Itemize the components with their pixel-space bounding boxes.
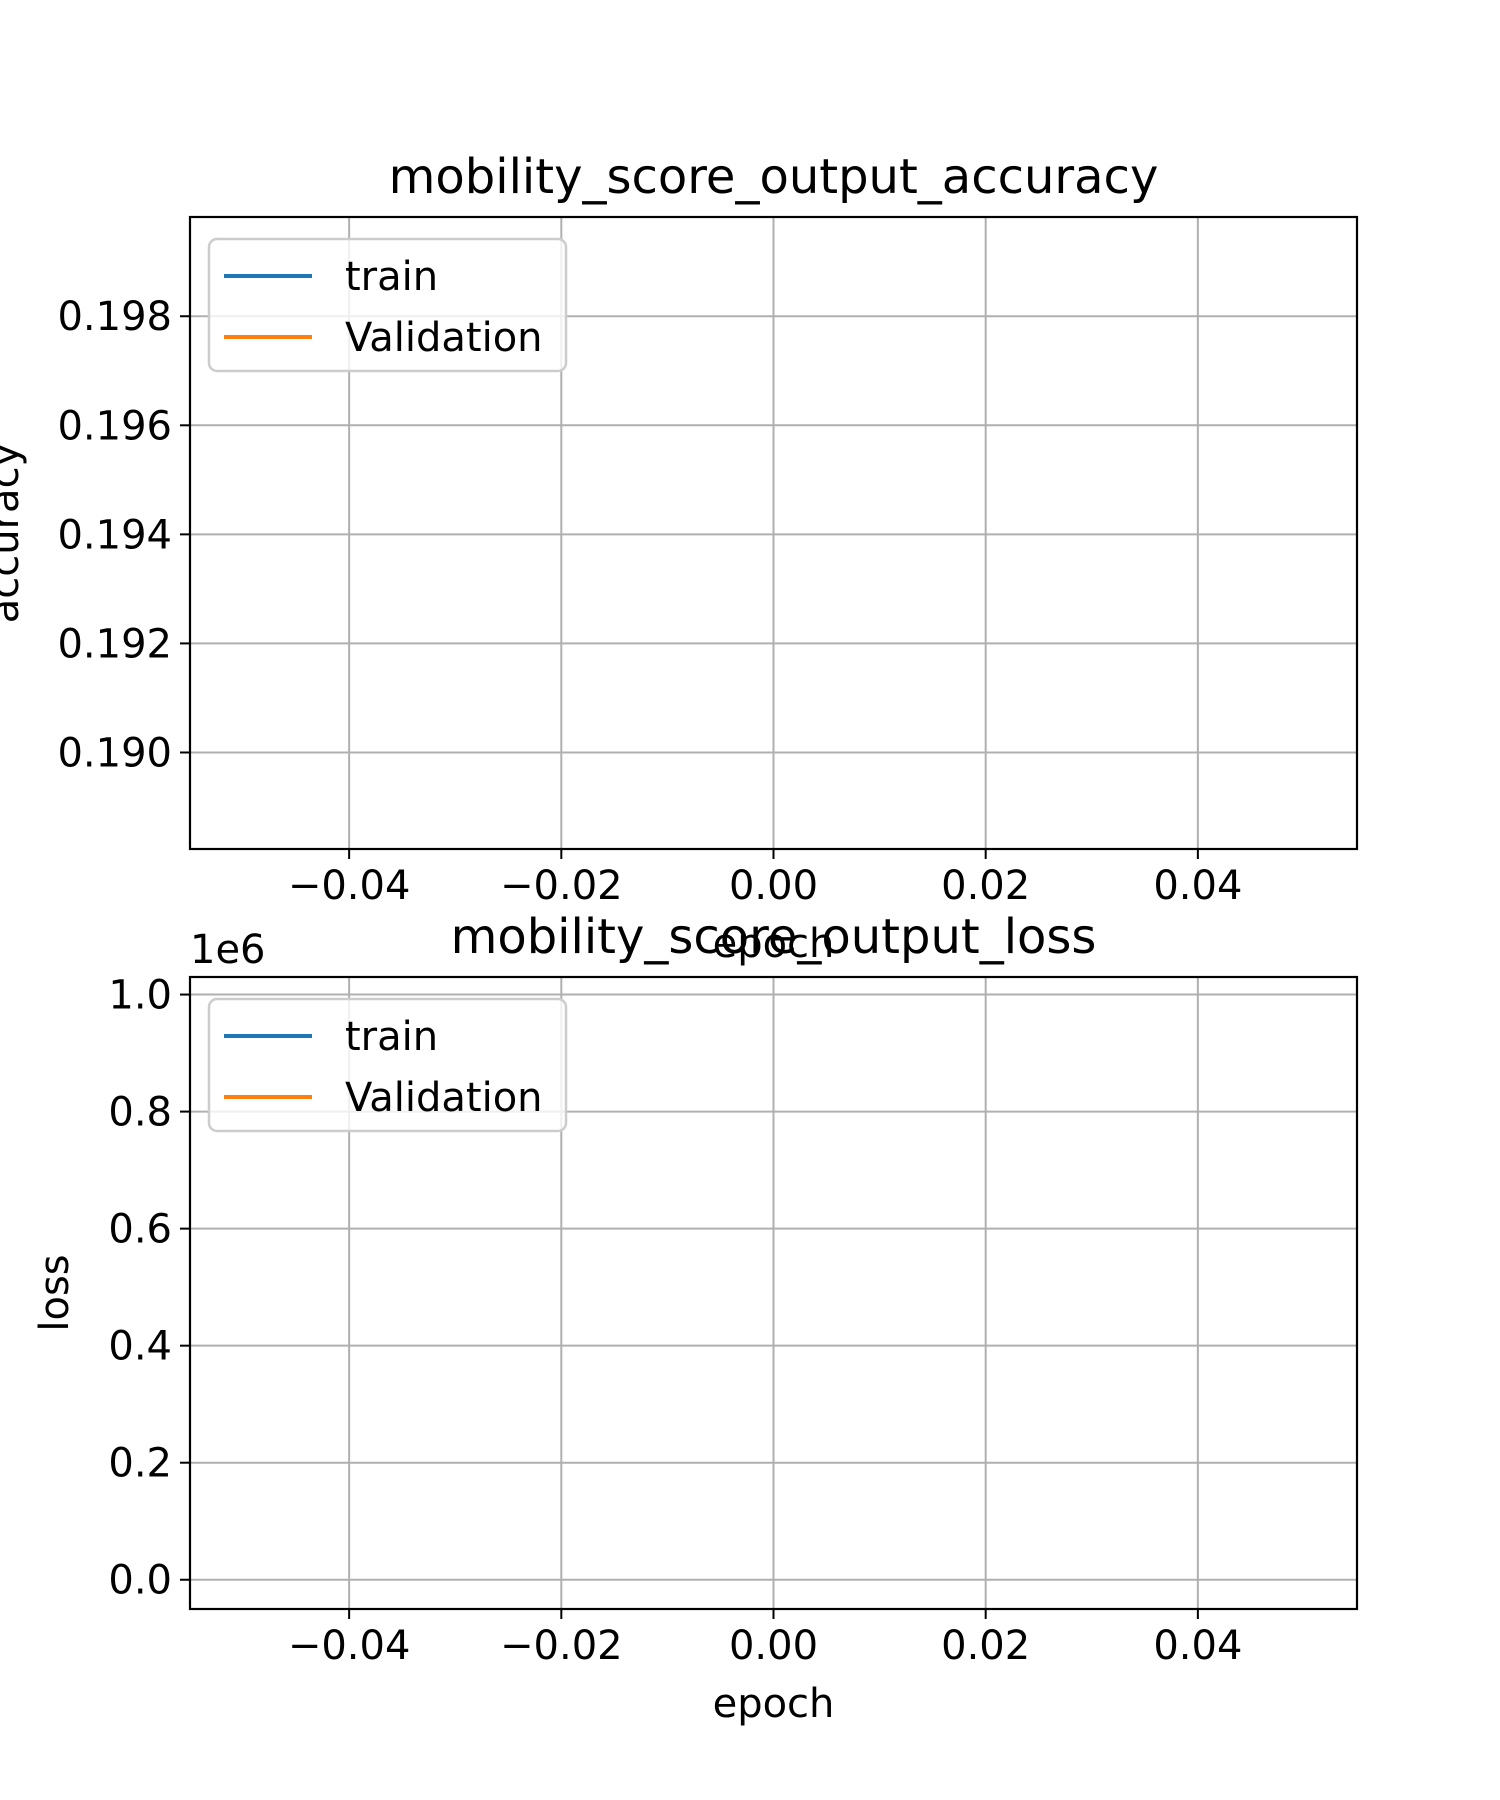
legend-label-train: train <box>345 1014 438 1060</box>
y-tick-label: 0.194 <box>57 512 172 558</box>
y-tick-label: 0.8 <box>108 1090 172 1136</box>
legend-label-train: train <box>345 254 438 300</box>
x-axis-label: epoch <box>713 1681 835 1727</box>
y-tick-label: 0.2 <box>108 1441 172 1487</box>
y-tick-label: 0.0 <box>108 1558 172 1604</box>
x-tick-label: 0.02 <box>941 863 1030 909</box>
x-axis-label: epoch <box>713 921 835 967</box>
x-tick-label: −0.02 <box>500 1623 623 1669</box>
legend: train Validation <box>207 997 568 1133</box>
y-tick-label: 0.198 <box>57 294 172 340</box>
x-tick-label: 0.00 <box>729 1623 818 1669</box>
y-axis-label: accuracy <box>0 443 28 623</box>
legend-label-validation: Validation <box>345 315 543 361</box>
x-tick-label: 0.00 <box>729 863 818 909</box>
y-offset-text: 1e6 <box>190 927 266 973</box>
x-tick-label: −0.04 <box>288 863 411 909</box>
y-tick-label: 0.192 <box>57 621 172 667</box>
x-tick-label: 0.02 <box>941 1623 1030 1669</box>
accuracy-subplot: −0.04 −0.02 0.00 0.02 0.04 0.190 0.192 0.194 0.1… <box>0 149 1359 967</box>
x-tick-label: −0.04 <box>288 1623 411 1669</box>
legend-label-validation: Validation <box>345 1075 543 1121</box>
chart-title: mobility_score_output_accuracy <box>389 149 1159 205</box>
loss-subplot: −0.04 −0.02 0.00 0.02 0.04 0.0 0.2 0.4 0.6 0.8 1.0… <box>32 909 1359 1727</box>
x-tick-label: 0.04 <box>1153 863 1242 909</box>
y-tick-label: 0.190 <box>57 730 172 776</box>
y-axis-label: loss <box>32 1254 78 1331</box>
y-tick-label: 0.196 <box>57 403 172 449</box>
y-tick-label: 0.6 <box>108 1207 172 1253</box>
x-tick-label: 0.04 <box>1153 1623 1242 1669</box>
legend: train Validation <box>207 237 568 373</box>
chart-title: mobility_score_output_loss <box>451 909 1097 965</box>
y-tick-label: 0.4 <box>108 1324 172 1370</box>
x-tick-label: −0.02 <box>500 863 623 909</box>
y-tick-label: 1.0 <box>108 973 172 1019</box>
